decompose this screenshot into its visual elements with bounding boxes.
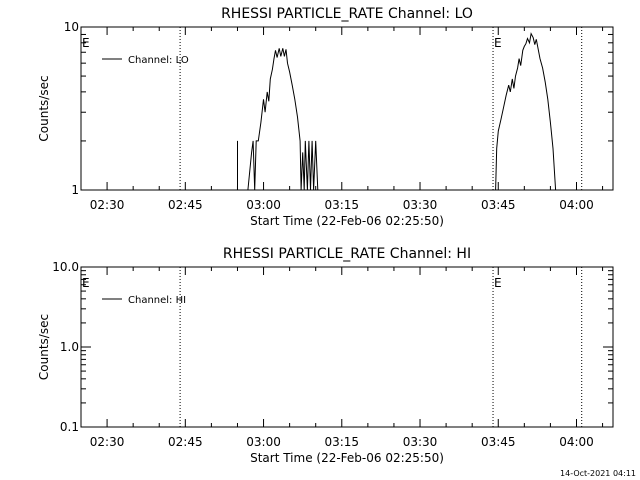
x-tick-label: 03:45 <box>481 198 516 212</box>
y-tick-label: 10 <box>64 20 79 34</box>
x-tick-label: 02:45 <box>168 198 203 212</box>
legend-label: Channel: HI <box>128 295 186 306</box>
legend-label: Channel: LO <box>128 55 189 66</box>
x-tick-label: 04:00 <box>559 198 594 212</box>
x-tick-label: 02:30 <box>90 198 125 212</box>
y-tick-label: 10.0 <box>52 260 79 274</box>
event-marker-label: E <box>494 36 502 50</box>
x-tick-label: 03:15 <box>324 198 359 212</box>
y-tick-label: 1 <box>71 183 79 197</box>
x-axis-label: Start Time (22-Feb-06 02:25:50) <box>250 451 444 465</box>
series-line <box>495 32 557 191</box>
plot-frame <box>80 266 614 428</box>
y-tick-label: 1.0 <box>60 340 79 354</box>
y-axis-label: Counts/sec <box>37 75 51 141</box>
event-marker-label: E <box>494 276 502 290</box>
edge-marker-label: E <box>82 36 90 50</box>
chart-title: RHESSI PARTICLE_RATE Channel: HI <box>223 246 471 262</box>
y-axis-label: Counts/sec <box>37 314 51 380</box>
x-tick-label: 03:30 <box>403 435 438 449</box>
series-line <box>247 48 319 191</box>
x-tick-label: 03:45 <box>481 435 516 449</box>
x-tick-label: 02:45 <box>168 435 203 449</box>
x-axis-label: Start Time (22-Feb-06 02:25:50) <box>250 214 444 228</box>
y-tick-label: 0.1 <box>60 420 79 434</box>
x-tick-label: 03:30 <box>403 198 438 212</box>
footer-timestamp: 14-Oct-2021 04:11 <box>560 469 636 478</box>
x-tick-label: 03:00 <box>246 435 281 449</box>
edge-marker-label: E <box>82 276 90 290</box>
chart-title: RHESSI PARTICLE_RATE Channel: LO <box>221 6 473 22</box>
x-tick-label: 02:30 <box>90 435 125 449</box>
x-tick-label: 04:00 <box>559 435 594 449</box>
plot-frame <box>80 26 614 191</box>
x-tick-label: 03:00 <box>246 198 281 212</box>
x-tick-label: 03:15 <box>324 435 359 449</box>
